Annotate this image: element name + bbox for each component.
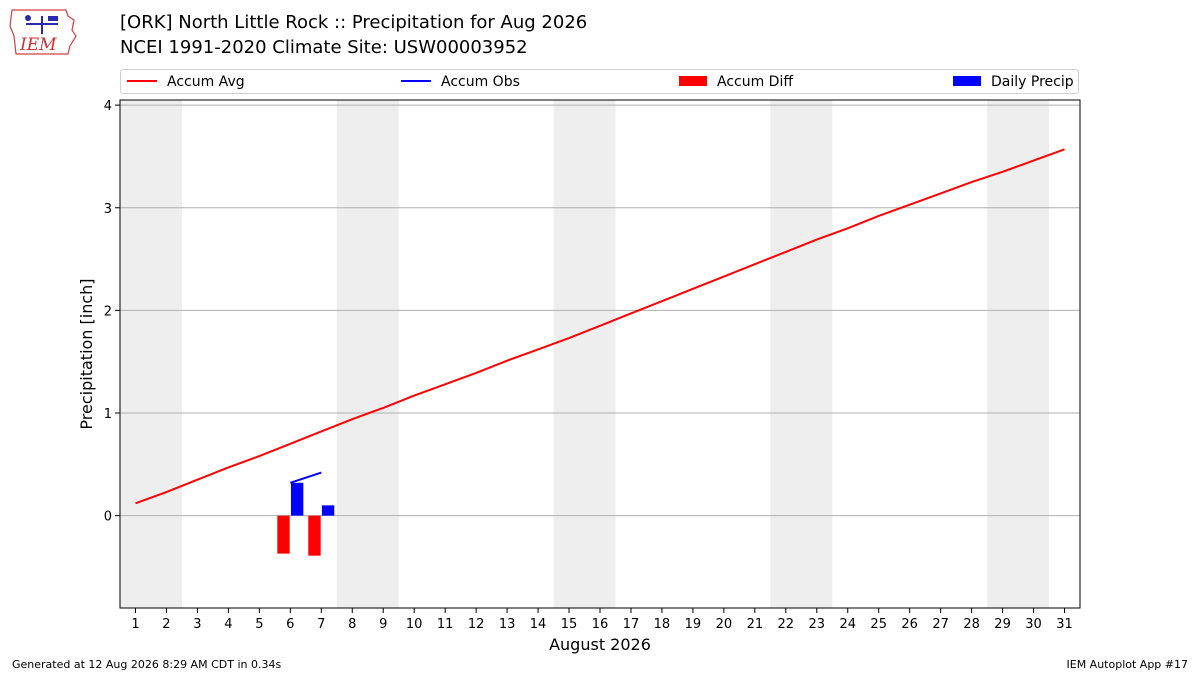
legend-swatch-accum-diff — [679, 76, 707, 86]
chart-title: [ORK] North Little Rock :: Precipitation… — [120, 12, 588, 33]
y-tick-label: 3 — [104, 202, 112, 217]
legend-label-accum-diff: Accum Diff — [717, 74, 794, 90]
footer-generated: Generated at 12 Aug 2026 8:29 AM CDT in … — [12, 658, 282, 671]
weekend-band — [336, 100, 399, 608]
x-tick-label: 7 — [317, 617, 325, 632]
x-tick-label: 9 — [379, 617, 387, 632]
x-tick-label: 16 — [592, 617, 609, 632]
x-tick-label: 3 — [193, 617, 201, 632]
x-tick-label: 18 — [654, 617, 671, 632]
x-tick-label: 30 — [1025, 617, 1042, 632]
x-tick-label: 14 — [530, 617, 547, 632]
x-tick-label: 24 — [839, 617, 856, 632]
weekend-band — [987, 100, 1050, 608]
legend-label-accum-obs: Accum Obs — [441, 74, 520, 90]
x-tick-label: 15 — [561, 617, 578, 632]
x-tick-label: 31 — [1056, 617, 1073, 632]
y-tick-label: 4 — [104, 99, 112, 114]
y-tick-label: 2 — [104, 304, 112, 319]
y-tick-label: 0 — [104, 510, 112, 525]
legend-swatch-accum-obs — [401, 80, 431, 82]
x-tick-label: 20 — [716, 617, 733, 632]
legend-item-accum-diff: Accum Diff — [679, 73, 793, 91]
x-tick-label: 22 — [778, 617, 795, 632]
x-tick-label: 13 — [499, 617, 516, 632]
y-tick-label: 1 — [104, 407, 112, 422]
x-tick-label: 26 — [901, 617, 918, 632]
weekend-band — [553, 100, 616, 608]
x-tick-label: 1 — [131, 617, 139, 632]
accum-avg-line — [135, 148, 1065, 505]
x-tick-label: 5 — [255, 617, 263, 632]
x-tick-label: 2 — [162, 617, 170, 632]
footer-app: IEM Autoplot App #17 — [1066, 658, 1189, 671]
legend-swatch-daily-precip — [953, 76, 981, 86]
y-axis-label: Precipitation [inch] — [77, 278, 96, 429]
x-tick-label: 29 — [994, 617, 1011, 632]
logo-text: IEM — [19, 35, 57, 55]
legend-item-accum-avg: Accum Avg — [127, 73, 245, 91]
x-tick-label: 4 — [224, 617, 232, 632]
daily-precip-bar — [290, 482, 304, 516]
x-tick-label: 23 — [809, 617, 826, 632]
legend-item-daily-precip: Daily Precip — [953, 73, 1074, 91]
accum-diff-bar — [308, 515, 321, 556]
x-axis-label: August 2026 — [549, 635, 651, 654]
x-tick-label: 17 — [623, 617, 640, 632]
daily-precip-bar — [321, 505, 335, 516]
weekend-band — [120, 100, 182, 608]
legend-label-daily-precip: Daily Precip — [991, 74, 1074, 90]
legend-swatch-accum-avg — [127, 80, 157, 82]
weekend-band — [770, 100, 833, 608]
x-tick-label: 10 — [406, 617, 423, 632]
legend-item-accum-obs: Accum Obs — [401, 73, 520, 91]
legend-label-accum-avg: Accum Avg — [167, 74, 245, 90]
x-tick-label: 11 — [437, 617, 454, 632]
accum-obs-line — [290, 471, 322, 484]
x-tick-label: 8 — [348, 617, 356, 632]
chart-subtitle: NCEI 1991-2020 Climate Site: USW00003952 — [120, 37, 528, 58]
x-tick-label: 19 — [685, 617, 702, 632]
x-tick-label: 28 — [963, 617, 980, 632]
x-tick-label: 12 — [468, 617, 485, 632]
x-tick-label: 6 — [286, 617, 294, 632]
legend: Accum Avg Accum Obs Accum Diff Daily Pre… — [120, 69, 1079, 94]
x-tick-label: 25 — [870, 617, 887, 632]
iem-logo: IEM — [8, 6, 80, 58]
x-tick-label: 27 — [932, 617, 949, 632]
x-tick-label: 21 — [747, 617, 764, 632]
accum-diff-bar — [277, 515, 290, 554]
